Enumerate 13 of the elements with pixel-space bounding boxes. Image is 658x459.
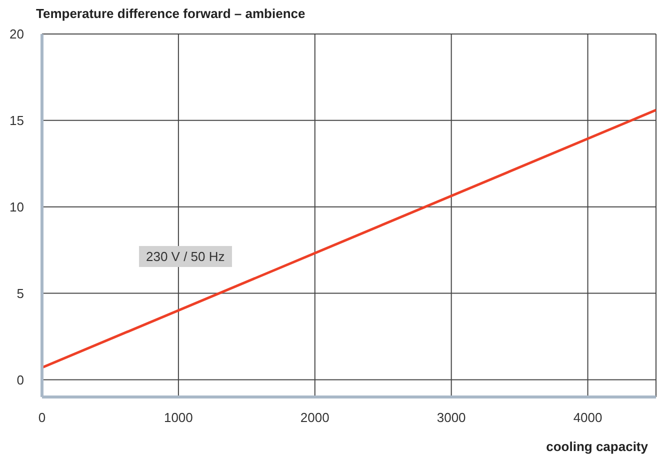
x-axis-title: cooling capacity bbox=[546, 439, 649, 454]
chart-title: Temperature difference forward – ambience bbox=[36, 6, 306, 21]
y-tick-label: 15 bbox=[10, 113, 24, 128]
x-tick-label: 0 bbox=[38, 410, 46, 426]
y-tick-label: 10 bbox=[10, 199, 24, 214]
annotation: 230 V / 50 Hz bbox=[139, 246, 232, 267]
x-tick-label: 4000 bbox=[573, 410, 602, 426]
y-tick-label: 0 bbox=[16, 372, 24, 388]
x-tick-label: 3000 bbox=[436, 410, 466, 426]
x-tick-label: 1000 bbox=[164, 410, 193, 426]
x-tick-label: 2000 bbox=[300, 410, 330, 426]
y-tick-label: 20 bbox=[10, 26, 24, 42]
y-tick-label: 5 bbox=[16, 286, 24, 301]
